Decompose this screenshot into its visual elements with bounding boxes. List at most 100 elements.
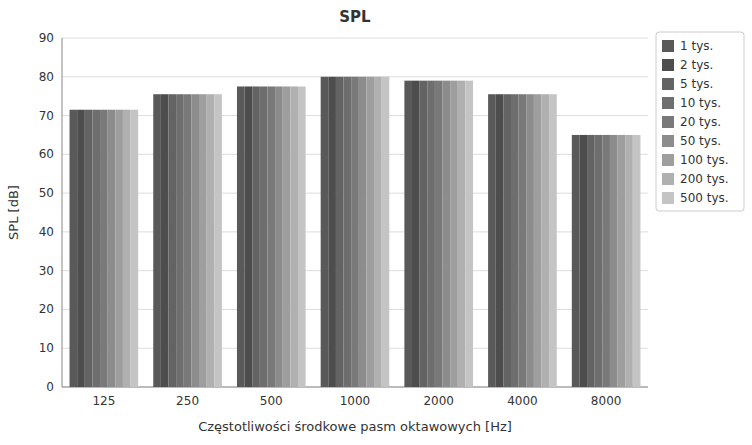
legend-label: 20 tys. [680,115,721,129]
bar [252,86,260,387]
legend-swatch [662,135,674,147]
bar [412,81,420,387]
x-tick-label: 2000 [423,394,454,408]
bar [283,86,291,387]
bar [435,81,443,387]
bar [100,110,108,387]
bar [572,135,580,387]
x-tick-label: 250 [176,394,199,408]
bar [427,81,435,387]
x-tick-label: 125 [92,394,115,408]
bar [184,94,192,387]
bar [633,135,641,387]
bar [382,77,390,387]
legend-swatch [662,173,674,185]
legend-label: 1 tys. [680,39,713,53]
bar [298,86,306,387]
bar [450,81,458,387]
legend-label: 5 tys. [680,77,713,91]
legend-label: 50 tys. [680,134,721,148]
legend-swatch [662,97,674,109]
legend: 1 tys. 2 tys. 5 tys. 10 tys. 20 tys. 50 tys. 1… [656,32,744,211]
bar [503,94,511,387]
bar [85,110,93,387]
bar [366,77,374,387]
bar [549,94,557,387]
x-tick-label: 4000 [507,394,538,408]
bar [321,77,329,387]
y-tick-label: 80 [39,70,54,84]
y-tick-label: 60 [39,147,54,161]
bar [207,94,215,387]
bar [534,94,542,387]
bar [595,135,603,387]
bar [443,81,451,387]
legend-label: 200 tys. [680,172,729,186]
bar [587,135,595,387]
bar [351,77,359,387]
x-axis-label: Częstotliwości środkowe pasm oktawowych … [198,419,512,434]
bar [260,86,268,387]
y-axis-label: SPL [dB] [6,185,21,240]
bar [344,77,352,387]
bar [465,81,473,387]
bar [237,86,245,387]
bar [458,81,466,387]
x-tick-label: 8000 [591,394,622,408]
bar [519,94,527,387]
bar [161,94,169,387]
y-tick-label: 50 [39,186,54,200]
legend-swatch [662,78,674,90]
chart: SPL0102030405060708090125250500100020004… [0,0,752,445]
legend-swatch [662,116,674,128]
bar [245,86,253,387]
bars [70,77,641,387]
legend-swatch [662,192,674,204]
y-axis-line [62,38,63,387]
bar [92,110,100,387]
legend-label: 100 tys. [680,153,729,167]
bar [602,135,610,387]
bar [526,94,534,387]
bar [70,110,78,387]
bar [404,81,412,387]
bar [123,110,131,387]
bar [77,110,85,387]
bar [153,94,161,387]
bar [176,94,184,387]
legend-box [656,32,744,211]
y-tick-label: 70 [39,109,54,123]
y-tick-label: 10 [39,341,54,355]
bar [290,86,298,387]
bar [511,94,519,387]
bar [359,77,367,387]
bar [169,94,177,387]
legend-swatch [662,59,674,71]
x-tick-label: 1000 [340,394,371,408]
y-tick-label: 30 [39,264,54,278]
bar [328,77,336,387]
bar [275,86,283,387]
bar [541,94,549,387]
bar [374,77,382,387]
grid-line [62,38,648,39]
y-tick-label: 0 [46,380,54,394]
bar [336,77,344,387]
y-tick-label: 20 [39,302,54,316]
bar [618,135,626,387]
legend-label: 2 tys. [680,58,713,72]
bar [579,135,587,387]
legend-label: 500 tys. [680,191,729,205]
bar [488,94,496,387]
bar [199,94,207,387]
bar [420,81,428,387]
bar [625,135,633,387]
legend-label: 10 tys. [680,96,721,110]
chart-title: SPL [339,8,371,26]
bar [108,110,116,387]
bar [191,94,199,387]
bar [214,94,222,387]
x-tick-label: 500 [260,394,283,408]
bar [131,110,139,387]
legend-swatch [662,40,674,52]
